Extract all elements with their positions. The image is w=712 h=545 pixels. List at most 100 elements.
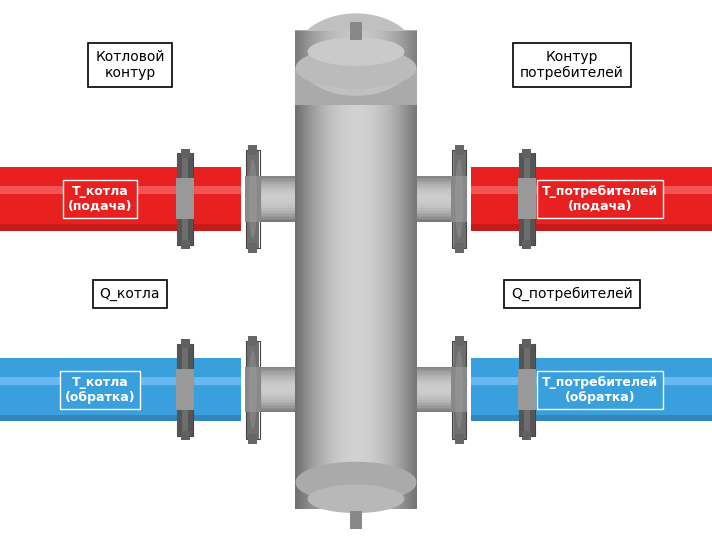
Bar bbox=[400, 31, 402, 68]
Bar bbox=[248, 214, 295, 216]
Bar bbox=[340, 68, 342, 482]
Bar bbox=[342, 31, 344, 68]
Bar bbox=[246, 341, 248, 439]
Bar bbox=[417, 373, 464, 374]
Bar bbox=[0, 377, 241, 385]
Bar bbox=[386, 68, 388, 482]
Bar bbox=[417, 380, 464, 382]
Bar bbox=[178, 153, 180, 245]
Bar bbox=[417, 378, 464, 379]
Bar bbox=[247, 341, 255, 439]
Bar bbox=[247, 150, 257, 248]
Bar bbox=[417, 411, 464, 413]
Bar bbox=[370, 68, 372, 482]
Bar bbox=[248, 195, 295, 196]
Bar bbox=[179, 344, 186, 435]
Bar bbox=[245, 367, 261, 413]
Bar bbox=[455, 145, 464, 155]
Bar bbox=[519, 344, 535, 435]
Bar bbox=[322, 68, 324, 482]
Bar bbox=[454, 341, 461, 439]
Ellipse shape bbox=[295, 14, 417, 96]
Bar bbox=[409, 68, 410, 482]
Bar bbox=[388, 68, 390, 482]
Bar bbox=[179, 344, 191, 435]
Bar bbox=[336, 31, 337, 68]
Bar bbox=[368, 31, 370, 68]
Bar bbox=[384, 68, 386, 482]
Bar bbox=[417, 368, 464, 370]
Bar bbox=[520, 153, 534, 245]
Bar bbox=[248, 211, 295, 213]
Bar bbox=[392, 68, 394, 482]
Bar bbox=[455, 243, 464, 253]
Bar bbox=[453, 341, 456, 439]
Bar bbox=[455, 434, 464, 444]
Bar bbox=[417, 385, 464, 386]
Bar bbox=[417, 408, 464, 409]
Bar bbox=[523, 149, 531, 158]
Bar bbox=[324, 31, 326, 68]
Bar bbox=[178, 344, 183, 435]
Bar bbox=[179, 153, 187, 245]
Bar bbox=[453, 341, 456, 439]
Bar bbox=[179, 344, 187, 435]
Bar bbox=[375, 482, 376, 508]
Bar bbox=[248, 181, 295, 182]
Bar bbox=[178, 344, 182, 435]
Bar bbox=[248, 203, 295, 205]
Bar bbox=[520, 153, 528, 245]
Bar bbox=[384, 482, 386, 508]
Bar bbox=[177, 153, 182, 245]
Text: Контур
потребителей: Контур потребителей bbox=[520, 50, 624, 80]
Bar bbox=[348, 482, 350, 508]
Bar bbox=[392, 31, 394, 68]
Bar bbox=[417, 203, 464, 205]
Bar bbox=[417, 191, 464, 193]
Bar bbox=[519, 153, 524, 245]
Bar bbox=[246, 150, 251, 248]
Bar bbox=[412, 31, 414, 68]
Bar bbox=[417, 185, 464, 187]
Bar bbox=[246, 150, 250, 248]
Bar bbox=[248, 213, 295, 214]
Bar bbox=[342, 482, 344, 508]
Bar bbox=[0, 167, 241, 231]
Bar bbox=[409, 31, 410, 68]
Bar bbox=[248, 405, 295, 407]
Bar bbox=[392, 482, 394, 508]
Bar bbox=[397, 68, 399, 482]
Bar bbox=[410, 31, 412, 68]
Bar bbox=[520, 344, 532, 435]
Bar bbox=[248, 402, 295, 403]
Bar bbox=[382, 68, 384, 482]
Bar bbox=[330, 482, 332, 508]
Bar bbox=[350, 511, 362, 529]
Bar bbox=[402, 31, 404, 68]
Bar bbox=[176, 369, 194, 410]
Bar bbox=[326, 31, 328, 68]
Bar bbox=[248, 197, 295, 199]
Text: Q_потребителей: Q_потребителей bbox=[511, 287, 633, 301]
Bar bbox=[247, 341, 251, 439]
Bar bbox=[417, 207, 464, 208]
Bar bbox=[360, 68, 362, 482]
Bar bbox=[382, 31, 384, 68]
Bar bbox=[326, 482, 328, 508]
Bar bbox=[188, 153, 193, 245]
Bar bbox=[417, 382, 464, 384]
Bar bbox=[179, 153, 191, 245]
Bar bbox=[248, 379, 295, 380]
Bar bbox=[417, 390, 464, 391]
Bar bbox=[247, 341, 258, 439]
Bar bbox=[330, 68, 332, 482]
Bar bbox=[248, 370, 295, 372]
Bar bbox=[417, 211, 464, 213]
Bar bbox=[362, 482, 364, 508]
Bar bbox=[471, 186, 712, 194]
Bar bbox=[248, 202, 295, 203]
Bar bbox=[523, 240, 531, 249]
Bar bbox=[378, 31, 380, 68]
Bar bbox=[523, 340, 531, 348]
Bar bbox=[179, 344, 192, 435]
